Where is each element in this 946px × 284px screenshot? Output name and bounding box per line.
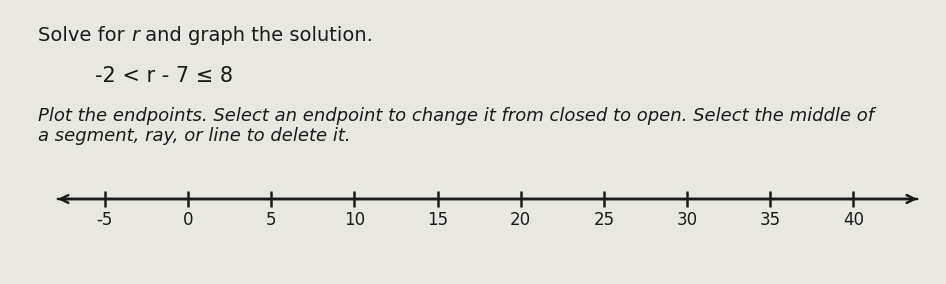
Text: 10: 10 [343, 211, 365, 229]
Text: 40: 40 [843, 211, 864, 229]
Text: r: r [131, 26, 139, 45]
Text: -2 < r - 7 ≤ 8: -2 < r - 7 ≤ 8 [95, 66, 233, 86]
Text: 5: 5 [266, 211, 276, 229]
Text: Solve for: Solve for [38, 26, 131, 45]
Text: 35: 35 [760, 211, 780, 229]
Text: 0: 0 [183, 211, 193, 229]
Text: 20: 20 [510, 211, 532, 229]
Text: -5: -5 [96, 211, 114, 229]
Text: Plot the endpoints. Select an endpoint to change it from closed to open. Select : Plot the endpoints. Select an endpoint t… [38, 107, 874, 125]
Text: a segment, ray, or line to delete it.: a segment, ray, or line to delete it. [38, 127, 351, 145]
Text: 30: 30 [676, 211, 698, 229]
Text: 15: 15 [427, 211, 448, 229]
Text: 25: 25 [593, 211, 615, 229]
Text: and graph the solution.: and graph the solution. [139, 26, 373, 45]
